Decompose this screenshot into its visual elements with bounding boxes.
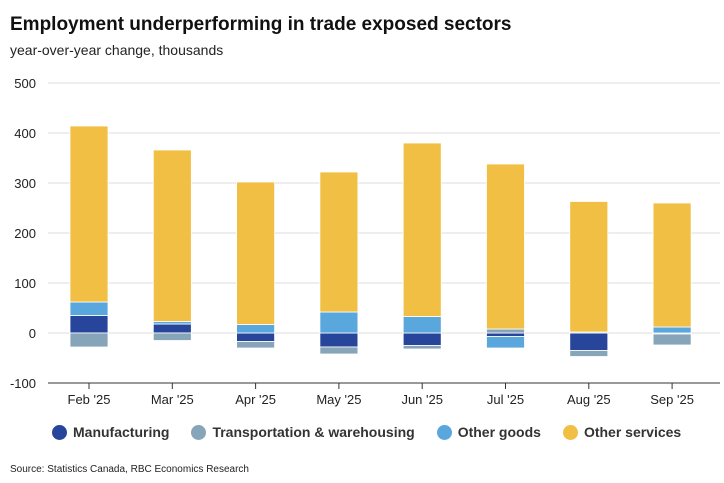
bar-segment: [69, 301, 109, 316]
y-tick-label: 100: [14, 276, 36, 291]
bar-segment: [319, 171, 359, 313]
bar-segment: [319, 311, 359, 334]
legend-label: Other services: [583, 424, 682, 440]
legend-swatch: [52, 424, 67, 440]
bar-segment: [402, 332, 442, 346]
legend-item: Transportation & warehousing: [191, 424, 415, 440]
bar-segment: [236, 181, 276, 325]
bar-segment: [69, 332, 109, 348]
bar-segment: [486, 163, 525, 330]
bar-segment: [402, 316, 442, 334]
legend: Manufacturing Transportation & warehousin…: [52, 424, 703, 440]
bar-segment: [652, 326, 692, 334]
bar-segment: [69, 125, 109, 303]
y-tick-label: 300: [14, 176, 36, 191]
chart-title: Employment underperforming in trade expo…: [10, 14, 512, 35]
x-tick-label: Apr '25: [235, 392, 276, 407]
bar-segment: [402, 142, 442, 317]
legend-item: Other services: [562, 424, 682, 440]
legend-swatch: [562, 424, 578, 440]
bars: [69, 125, 692, 357]
bar-segment: [569, 332, 609, 351]
x-tick-label: May '25: [316, 392, 361, 407]
legend-item: Manufacturing: [52, 424, 169, 440]
x-tick-label: Mar '25: [151, 392, 194, 407]
y-tick-label: -100: [10, 376, 36, 391]
y-tick-label: 500: [14, 76, 36, 91]
bar-segment: [486, 332, 525, 337]
bar-segment: [402, 345, 442, 350]
bar-segment: [569, 350, 609, 357]
bar-segment: [652, 202, 692, 328]
x-tick-label: Aug '25: [567, 392, 611, 407]
stacked-bar-chart: -100 0 100 200 300 400 500 Feb '25 Mar '25 Apr '2…: [10, 76, 720, 407]
bar-segment: [319, 332, 359, 348]
bar-segment: [569, 201, 609, 333]
x-tick-label: Jun '25: [401, 392, 443, 407]
y-tick-label: 0: [29, 326, 36, 341]
y-tick-label: 200: [14, 226, 36, 241]
x-tick-label: Sep '25: [650, 392, 694, 407]
bar-segment: [486, 328, 525, 334]
axes: -100 0 100 200 300 400 500 Feb '25 Mar '25 Apr '2…: [10, 76, 720, 407]
gridlines: [48, 82, 720, 334]
source-note: Source: Statistics Canada, RBC Economics…: [10, 464, 249, 475]
legend-swatch: [436, 424, 452, 440]
bar-segment: [319, 346, 359, 355]
legend-item: Other goods: [436, 424, 541, 440]
chart-subtitle: year-over-year change, thousands: [10, 42, 224, 58]
bar-segment: [152, 323, 192, 334]
bar-segment: [236, 332, 276, 342]
legend-label: Other goods: [457, 424, 541, 440]
bar-segment: [69, 315, 109, 334]
x-tick-label: Feb '25: [68, 392, 111, 407]
bar-segment: [152, 332, 192, 341]
bar-segment: [152, 149, 192, 322]
legend-label: Manufacturing: [73, 424, 170, 440]
legend-swatch: [191, 424, 207, 440]
legend-label: Transportation & warehousing: [212, 424, 415, 440]
bar-segment: [236, 324, 276, 334]
y-tick-label: 400: [14, 126, 36, 141]
bar-segment: [236, 341, 276, 349]
x-tick-label: Jul '25: [487, 392, 524, 407]
bar-segment: [652, 333, 692, 346]
bar-segment: [486, 336, 525, 349]
